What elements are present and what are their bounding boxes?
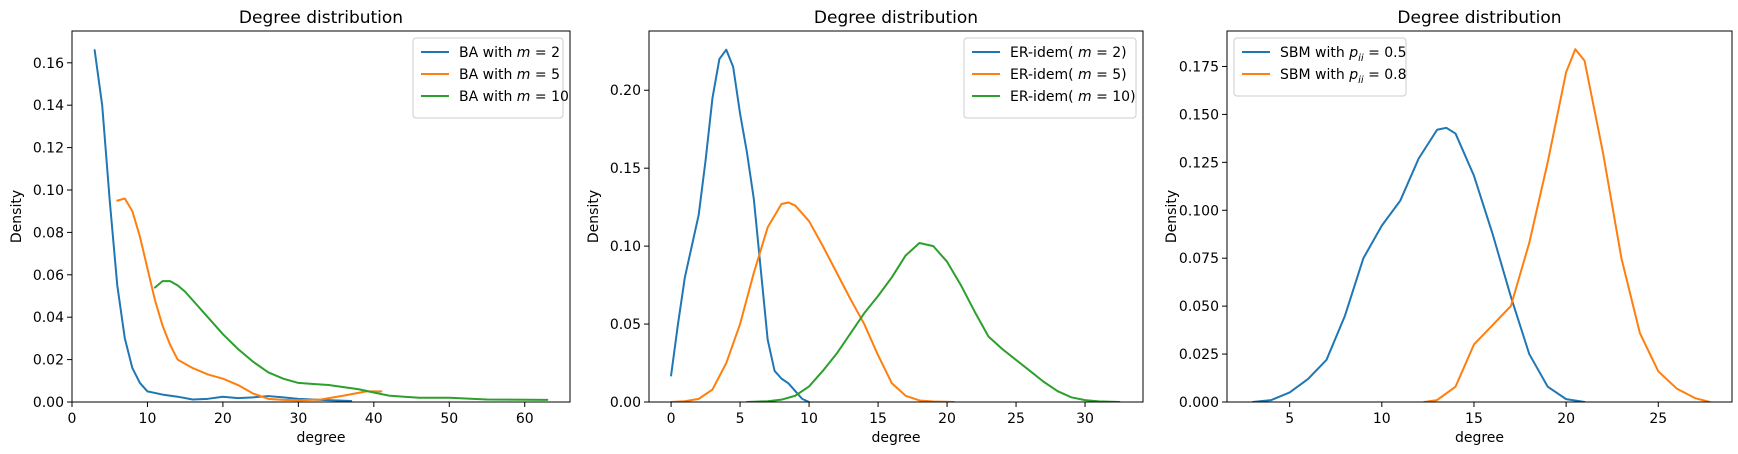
y-axis-label: Density xyxy=(1164,190,1180,243)
y-tick-label: 0.20 xyxy=(610,83,641,99)
chart-panel-2: 0 5 10 15 20 25 30 0.00 0.05 0.10 0.15 0.20 Degree d… xyxy=(586,8,1144,446)
legend-entry-label: BA with m = 2 xyxy=(459,45,560,61)
y-tick-label: 0.02 xyxy=(33,353,64,369)
series-line-1 xyxy=(1251,126,1586,402)
x-axis-label: degree xyxy=(1455,430,1504,446)
chart-title: Degree distribution xyxy=(814,8,978,28)
x-tick-label: 5 xyxy=(736,411,745,427)
x-tick-label: 10 xyxy=(1373,411,1391,427)
axes-frame xyxy=(648,30,1144,403)
x-tick-label: 25 xyxy=(1007,411,1025,427)
chart-panel-1: 0 10 20 30 40 50 60 0.00 0.02 0.04 0.06 0.08 0.10 0.1… xyxy=(9,8,571,446)
legend: ER-idem( m = 2) ER-idem( m = 5) ER-idem( m… xyxy=(963,37,1137,119)
y-tick-label: 0.125 xyxy=(1179,155,1219,171)
x-tick-label: 60 xyxy=(516,411,534,427)
legend-entry-label: BA with m = 5 xyxy=(459,67,560,83)
x-axis-label: degree xyxy=(296,430,345,446)
x-tick-label: 50 xyxy=(440,411,458,427)
legend-box xyxy=(1233,37,1407,97)
x-tick-label: 25 xyxy=(1649,411,1667,427)
y-tick-label: 0.12 xyxy=(33,141,64,157)
legend-entry-label: ER-idem( m = 5) xyxy=(1010,67,1127,83)
legend-entry-label: SBM with pii = 0.5 xyxy=(1280,45,1407,64)
x-tick-label: 10 xyxy=(800,411,818,427)
y-tick-label: 0.075 xyxy=(1179,251,1219,267)
y-tick-label: 0.10 xyxy=(610,239,641,255)
y-tick-label: 0.15 xyxy=(610,161,641,177)
legend: BA with m = 2 BA with m = 5 BA with m = 10 xyxy=(412,37,569,119)
x-tick-label: 40 xyxy=(365,411,383,427)
y-tick-label: 0.05 xyxy=(610,317,641,333)
axes-frame xyxy=(1226,30,1733,403)
x-tick-label: 15 xyxy=(1465,411,1483,427)
y-axis-label: Density xyxy=(9,190,25,243)
y-tick-label: 0.16 xyxy=(33,56,64,72)
y-tick-label: 0.025 xyxy=(1179,347,1219,363)
series-line-3 xyxy=(745,242,1121,402)
x-tick-label: 0 xyxy=(68,411,77,427)
legend-box xyxy=(412,37,564,119)
y-tick-label: 0.175 xyxy=(1179,59,1219,75)
x-tick-label: 20 xyxy=(1557,411,1575,427)
x-axis-label: degree xyxy=(871,430,920,446)
y-tick-label: 0.050 xyxy=(1179,299,1219,315)
x-tick-label: 10 xyxy=(139,411,157,427)
legend-entry-label: ER-idem( m = 2) xyxy=(1010,45,1127,61)
x-tick-label: 30 xyxy=(289,411,307,427)
y-tick-label: 0.100 xyxy=(1179,203,1219,219)
y-tick-label: 0.00 xyxy=(610,395,641,411)
y-tick-label: 0.10 xyxy=(33,183,64,199)
x-tick-label: 15 xyxy=(869,411,887,427)
axes-frame xyxy=(71,30,571,403)
series-line-2 xyxy=(116,197,383,402)
series-line-2 xyxy=(1423,48,1711,402)
x-tick-label: 5 xyxy=(1285,411,1294,427)
y-tick-label: 0.00 xyxy=(33,395,64,411)
y-tick-label: 0.06 xyxy=(33,268,64,284)
series-line-1 xyxy=(93,49,353,402)
x-tick-label: 30 xyxy=(1076,411,1094,427)
x-tick-label: 20 xyxy=(214,411,232,427)
y-tick-label: 0.14 xyxy=(33,98,64,114)
y-tick-label: 0.08 xyxy=(33,225,64,241)
y-axis-label: Density xyxy=(586,190,602,243)
y-tick-label: 0.04 xyxy=(33,310,64,326)
legend-entry-label: BA with m = 10 xyxy=(459,89,569,105)
chart-title: Degree distribution xyxy=(239,8,403,28)
series-line-3 xyxy=(154,280,549,401)
legend: SBM with pii = 0.5 SBM with pii = 0.8 xyxy=(1233,37,1407,97)
series-line-1 xyxy=(670,48,811,402)
y-tick-label: 0.000 xyxy=(1179,395,1219,411)
chart-title: Degree distribution xyxy=(1397,8,1561,28)
legend-entry-label: ER-idem( m = 10) xyxy=(1010,89,1136,105)
series-line-2 xyxy=(670,201,955,402)
x-tick-label: 0 xyxy=(667,411,676,427)
legend-box xyxy=(963,37,1137,119)
y-tick-label: 0.150 xyxy=(1179,107,1219,123)
chart-panel-3: 5 10 15 20 25 0.000 0.025 0.050 0.075 0.100 0.125 0… xyxy=(1164,8,1733,446)
x-tick-label: 20 xyxy=(938,411,956,427)
legend-entry-label: SBM with pii = 0.8 xyxy=(1280,67,1407,86)
